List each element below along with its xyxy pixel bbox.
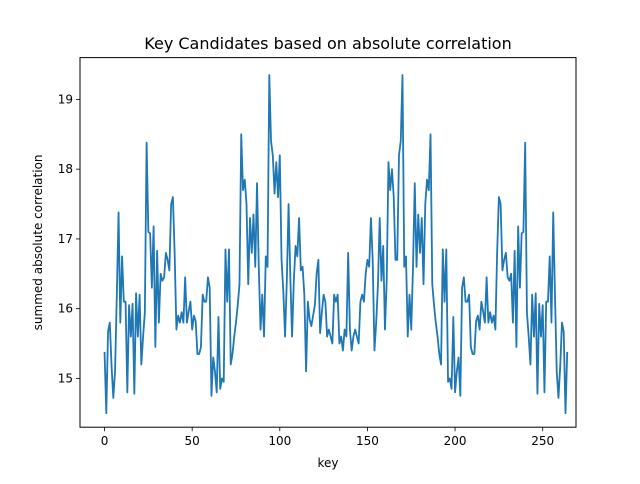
y-axis: 15 16 17 18 19	[58, 92, 80, 385]
x-tick-label: 100	[268, 434, 291, 448]
x-tick-label: 50	[185, 434, 200, 448]
y-tick-label: 15	[58, 371, 73, 385]
y-axis-label: summed absolute correlation	[31, 154, 45, 330]
y-tick-label: 19	[58, 92, 73, 106]
x-axis-label: key	[317, 456, 338, 470]
x-tick-label: 150	[356, 434, 379, 448]
x-tick-label: 0	[101, 434, 109, 448]
y-tick-label: 17	[58, 232, 73, 246]
y-tick-label: 16	[58, 302, 73, 316]
series-line-0	[103, 74, 569, 415]
plot-frame	[79, 57, 577, 428]
x-tick-label: 200	[444, 434, 467, 448]
chart-title: Key Candidates based on absolute correla…	[144, 34, 511, 53]
x-axis: 0 50 100 150 200 250	[101, 427, 554, 448]
y-tick-label: 18	[58, 162, 73, 176]
x-tick-label: 250	[531, 434, 554, 448]
